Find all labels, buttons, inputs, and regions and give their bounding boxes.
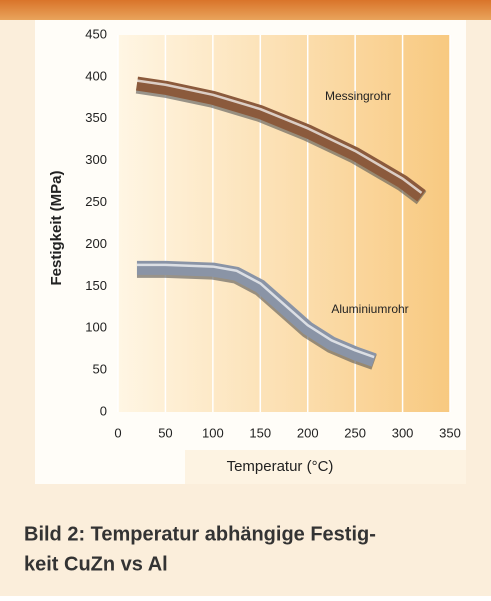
y-tick-label: 450 bbox=[85, 26, 107, 41]
x-tick-label: 200 bbox=[297, 425, 319, 440]
x-tick-label: 50 bbox=[158, 425, 172, 440]
y-tick-label: 0 bbox=[100, 403, 107, 418]
x-tick-label: 350 bbox=[439, 425, 461, 440]
x-tick-label: 0 bbox=[114, 425, 121, 440]
figure: Temperatur (°C) Festigkeit (MPa) Bild 2:… bbox=[0, 0, 491, 596]
caption-line: keit CuZn vs Al bbox=[24, 553, 168, 575]
y-tick-label: 300 bbox=[85, 152, 107, 167]
caption-line: Bild 2: Temperatur abhängige Festig- bbox=[24, 523, 376, 545]
x-tick-label: 150 bbox=[249, 425, 271, 440]
y-axis-label: Festigkeit (MPa) bbox=[48, 170, 65, 285]
y-tick-label: 100 bbox=[85, 320, 107, 335]
y-tick-label: 50 bbox=[93, 362, 107, 377]
top-band bbox=[0, 0, 491, 20]
y-tick-label: 200 bbox=[85, 236, 107, 251]
series-label: Messingrohr bbox=[325, 89, 391, 103]
y-tick-label: 150 bbox=[85, 278, 107, 293]
x-tick-label: 300 bbox=[392, 425, 414, 440]
x-axis-label: Temperatur (°C) bbox=[227, 458, 334, 475]
x-tick-label: 250 bbox=[344, 425, 366, 440]
y-tick-label: 250 bbox=[85, 194, 107, 209]
series-label: Aluminiumrohr bbox=[331, 302, 408, 316]
y-tick-label: 400 bbox=[85, 68, 107, 83]
y-tick-label: 350 bbox=[85, 110, 107, 125]
page: Temperatur (°C) Festigkeit (MPa) Bild 2:… bbox=[0, 0, 491, 601]
x-tick-label: 100 bbox=[202, 425, 224, 440]
